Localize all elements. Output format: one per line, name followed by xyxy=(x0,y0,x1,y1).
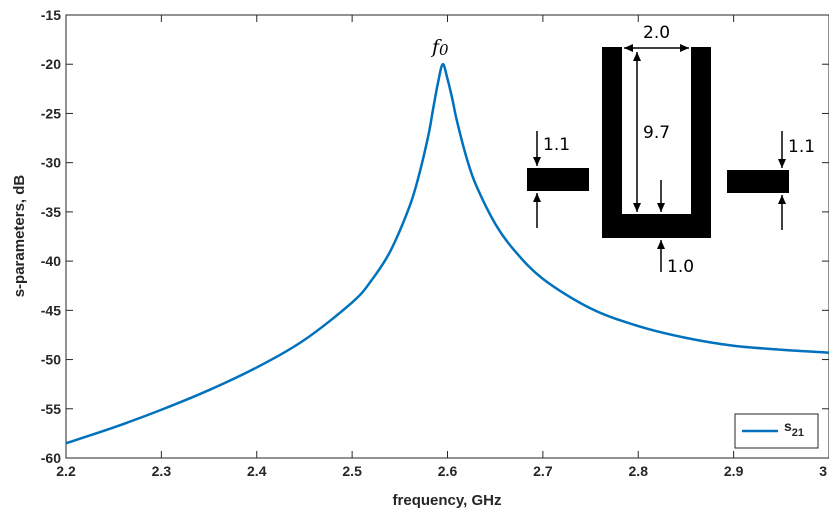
y-tick-label: -45 xyxy=(41,302,61,318)
resonator-base xyxy=(602,214,711,238)
x-tick-label: 2.6 xyxy=(438,463,458,479)
y-tick-label: -15 xyxy=(41,7,61,23)
legend: s21 xyxy=(734,413,819,449)
left-feed-line xyxy=(527,168,589,191)
x-axis-label: frequency, GHz xyxy=(393,492,502,509)
dim-left-feed-label: 1.1 xyxy=(543,135,570,155)
legend-label-main: s xyxy=(784,418,792,434)
y-tick-label: -60 xyxy=(41,450,61,466)
resonator-right-arm xyxy=(691,47,711,238)
arrowhead xyxy=(533,193,541,202)
peak-label-main: f xyxy=(430,36,442,58)
dim-gap-width-label: 2.0 xyxy=(643,23,670,43)
x-tick-label: 2.8 xyxy=(629,463,649,479)
x-tick-label: 2.2 xyxy=(56,463,76,479)
dim-right-feed-label: 1.1 xyxy=(788,137,815,157)
arrowhead xyxy=(657,203,665,212)
legend-label-sub: 21 xyxy=(792,427,804,439)
x-tick-label: 2.7 xyxy=(533,463,553,479)
y-tick-label: -20 xyxy=(41,56,61,72)
x-tick-label: 2.9 xyxy=(724,463,744,479)
dim-arm-length-label: 9.7 xyxy=(643,123,670,143)
peak-label-sub: 0 xyxy=(439,41,449,59)
x-tick-labels: 2.2 2.3 2.4 2.5 2.6 2.7 2.8 2.9 3 xyxy=(56,463,827,479)
arrowhead xyxy=(778,195,786,204)
resonator-inset: 2.0 9.7 1.0 1.1 1.1 xyxy=(527,23,815,277)
x-tick-label: 2.5 xyxy=(342,463,362,479)
y-axis-label: s-parameters, dB xyxy=(11,175,28,298)
y-tick-label: -30 xyxy=(41,155,61,171)
peak-label: f0 xyxy=(430,36,449,59)
x-tick-label: 3 xyxy=(819,463,827,479)
y-tick-label: -50 xyxy=(41,352,61,368)
resonator-left-arm xyxy=(602,47,622,238)
y-tick-label: -40 xyxy=(41,253,61,269)
x-tick-label: 2.3 xyxy=(152,463,172,479)
right-feed-line xyxy=(727,170,789,193)
y-tick-label: -25 xyxy=(41,105,61,121)
x-tick-label: 2.4 xyxy=(247,463,267,479)
arrowhead xyxy=(633,52,641,61)
y-tick-label: -55 xyxy=(41,401,61,417)
arrowhead xyxy=(624,44,633,52)
arrowhead xyxy=(657,240,665,249)
legend-label: s21 xyxy=(784,418,804,439)
arrowhead xyxy=(778,159,786,168)
arrowhead xyxy=(680,44,689,52)
y-tick-labels: -15 -20 -25 -30 -35 -40 -45 -50 -55 -60 xyxy=(41,7,61,466)
tick-marks xyxy=(65,14,829,459)
arrowhead xyxy=(633,203,641,212)
arrowhead xyxy=(533,157,541,166)
y-tick-label: -35 xyxy=(41,204,61,220)
series-line-s21 xyxy=(65,62,829,445)
dim-base-label: 1.0 xyxy=(667,257,694,277)
